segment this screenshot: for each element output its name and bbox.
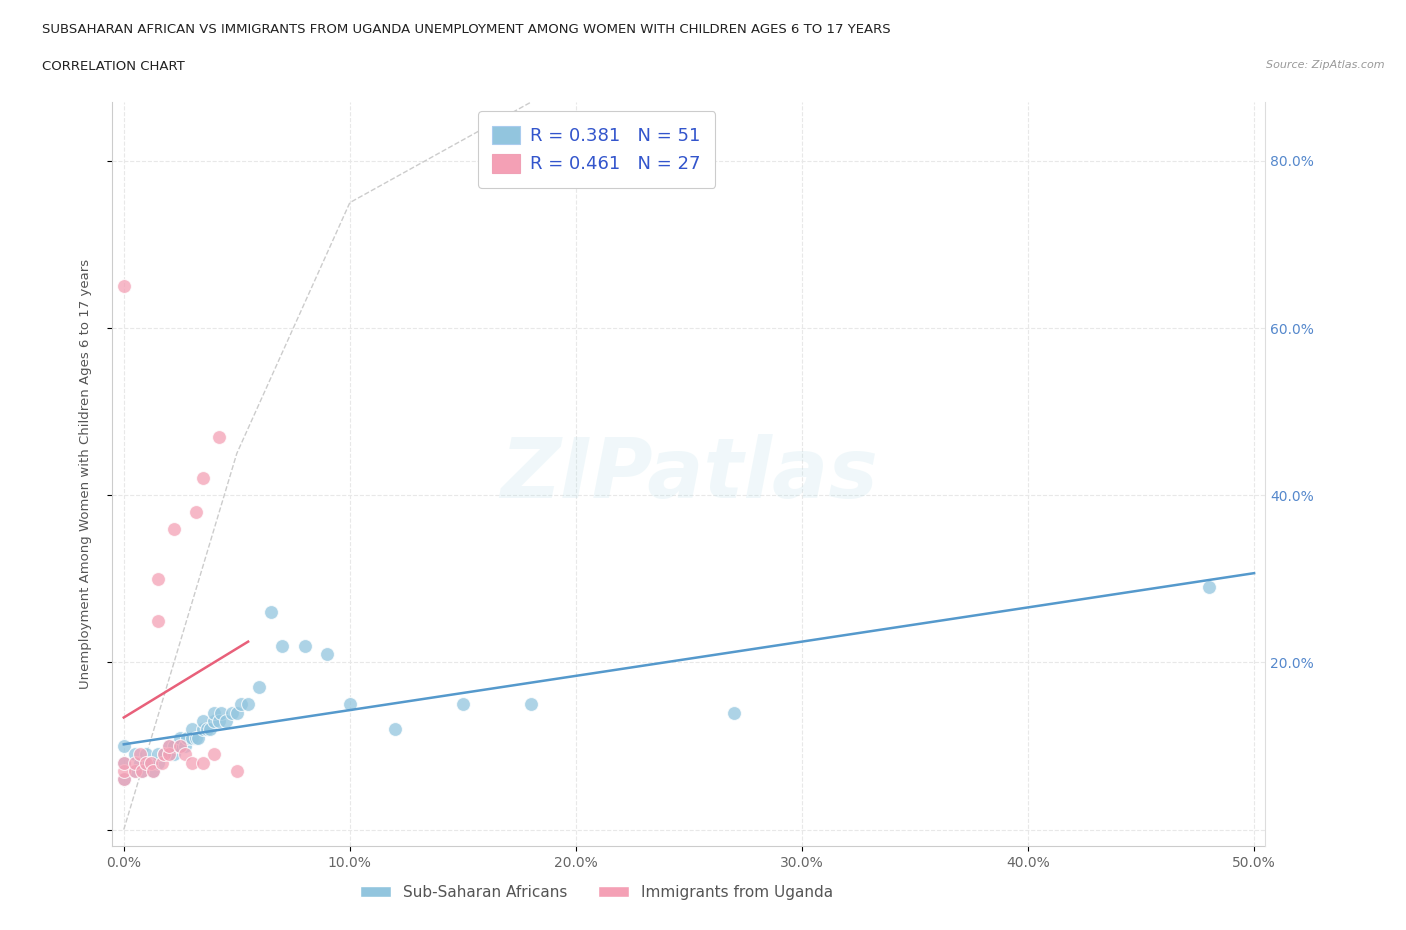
Point	[180, 755, 202, 770]
Point	[231, 697, 253, 711]
Point	[157, 738, 180, 753]
Point	[191, 722, 214, 737]
Point	[157, 747, 180, 762]
Point	[191, 713, 214, 728]
Point	[236, 697, 259, 711]
Point	[157, 738, 180, 753]
Point	[169, 730, 191, 745]
Legend: Sub-Saharan Africans, Immigrants from Uganda: Sub-Saharan Africans, Immigrants from Ug…	[354, 879, 839, 906]
Point	[225, 764, 247, 778]
Point	[209, 705, 232, 720]
Point	[197, 722, 219, 737]
Point	[180, 730, 202, 745]
Point	[131, 764, 153, 778]
Point	[519, 697, 541, 711]
Point	[176, 730, 198, 745]
Point	[180, 722, 202, 737]
Point	[184, 504, 207, 519]
Point	[112, 772, 135, 787]
Point	[112, 772, 135, 787]
Point	[184, 730, 207, 745]
Point	[202, 705, 225, 720]
Point	[150, 755, 173, 770]
Point	[191, 755, 214, 770]
Point	[271, 638, 294, 653]
Point	[208, 713, 231, 728]
Point	[316, 646, 339, 661]
Point	[146, 571, 169, 586]
Point	[142, 764, 165, 778]
Point	[187, 730, 209, 745]
Point	[124, 764, 146, 778]
Point	[112, 755, 135, 770]
Point	[128, 747, 150, 762]
Point	[131, 764, 153, 778]
Point	[135, 755, 157, 770]
Point	[112, 755, 135, 770]
Point	[139, 755, 162, 770]
Point	[173, 747, 195, 762]
Point	[191, 471, 214, 485]
Point	[225, 705, 247, 720]
Point	[135, 755, 157, 770]
Point	[249, 680, 271, 695]
Point	[124, 755, 146, 770]
Point	[1198, 579, 1220, 594]
Point	[112, 279, 135, 294]
Point	[128, 755, 150, 770]
Point	[384, 722, 406, 737]
Point	[214, 713, 236, 728]
Text: Source: ZipAtlas.com: Source: ZipAtlas.com	[1267, 60, 1385, 71]
Text: SUBSAHARAN AFRICAN VS IMMIGRANTS FROM UGANDA UNEMPLOYMENT AMONG WOMEN WITH CHILD: SUBSAHARAN AFRICAN VS IMMIGRANTS FROM UG…	[42, 23, 891, 36]
Point	[221, 705, 243, 720]
Point	[202, 747, 225, 762]
Point	[451, 697, 474, 711]
Point	[153, 747, 176, 762]
Point	[162, 747, 184, 762]
Point	[146, 747, 169, 762]
Point	[153, 747, 176, 762]
Point	[173, 738, 195, 753]
Point	[162, 738, 184, 753]
Point	[169, 738, 191, 753]
Point	[260, 604, 283, 619]
Text: CORRELATION CHART: CORRELATION CHART	[42, 60, 186, 73]
Point	[723, 705, 745, 720]
Point	[112, 738, 135, 753]
Point	[146, 613, 169, 628]
Point	[208, 430, 231, 445]
Point	[169, 738, 191, 753]
Point	[198, 722, 221, 737]
Point	[142, 764, 165, 778]
Point	[139, 755, 162, 770]
Point	[124, 764, 146, 778]
Point	[157, 747, 180, 762]
Point	[124, 747, 146, 762]
Point	[135, 747, 157, 762]
Point	[294, 638, 316, 653]
Point	[339, 697, 361, 711]
Point	[146, 755, 169, 770]
Text: ZIPatlas: ZIPatlas	[501, 433, 877, 515]
Y-axis label: Unemployment Among Women with Children Ages 6 to 17 years: Unemployment Among Women with Children A…	[79, 259, 91, 689]
Point	[202, 713, 225, 728]
Point	[162, 521, 184, 536]
Point	[169, 738, 191, 753]
Point	[112, 764, 135, 778]
